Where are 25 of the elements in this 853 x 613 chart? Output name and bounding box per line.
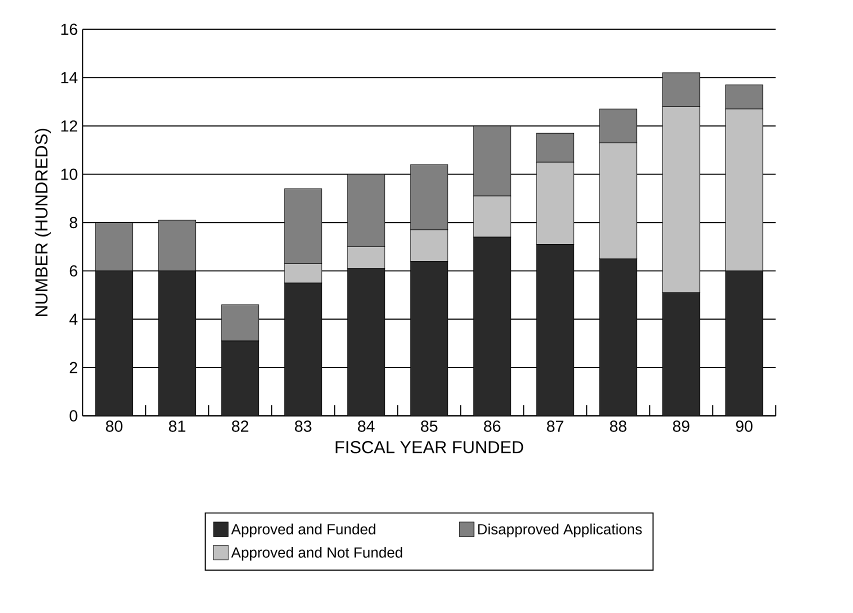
y-tick-label: 8	[70, 216, 78, 228]
x-axis-title: FISCAL YEAR FUNDED	[336, 440, 524, 454]
x-tick-label: 88	[610, 420, 626, 432]
y-axis-title: NUMBER (HUNDREDS)	[34, 128, 51, 316]
y-tick-label: 10	[61, 168, 78, 180]
x-tick-label: 80	[106, 420, 122, 432]
y-tick-label: 16	[61, 24, 78, 35]
x-tick-label: 83	[294, 420, 312, 432]
y-tick-label: 14	[61, 72, 78, 84]
x-tick-label: 89	[672, 420, 690, 432]
legend-label: Approved and Funded	[231, 524, 376, 538]
x-tick-label: 81	[168, 420, 186, 432]
y-tick-label: 4	[69, 314, 78, 325]
y-tick-label: 6	[70, 265, 78, 277]
legend-label: Disapproved Applications	[478, 524, 642, 538]
y-tick-label: 12	[61, 120, 78, 132]
x-tick-label: 84	[358, 420, 375, 432]
x-tick-label: 82	[232, 420, 248, 432]
x-tick-label: 90	[736, 420, 752, 432]
y-tick-label: 2	[70, 362, 78, 374]
x-tick-label: 85	[420, 420, 438, 432]
legend-label: Approved and Not Funded	[231, 546, 402, 561]
x-tick-label: 87	[546, 420, 564, 432]
y-tick-label: 0	[70, 410, 78, 422]
x-tick-label: 86	[484, 420, 500, 432]
